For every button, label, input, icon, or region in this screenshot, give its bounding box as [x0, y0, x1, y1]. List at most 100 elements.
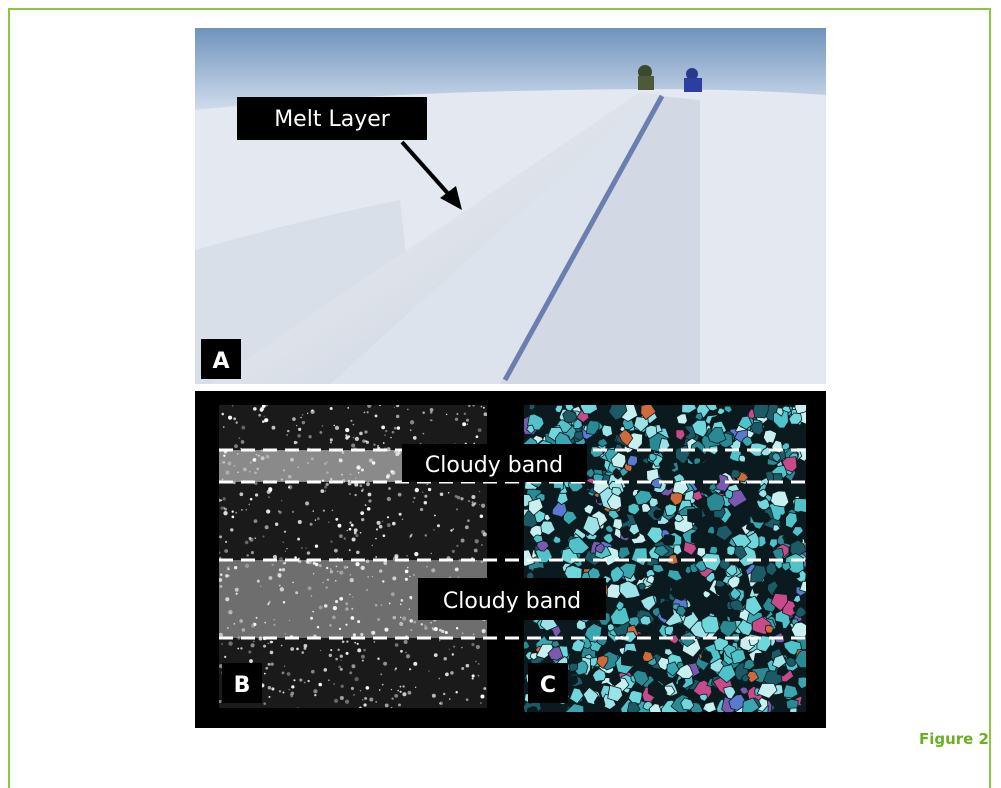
speck — [455, 568, 459, 572]
speck — [220, 463, 221, 464]
speck — [481, 561, 483, 563]
speck — [219, 578, 223, 582]
speck — [324, 462, 327, 465]
speck — [338, 665, 341, 668]
speck — [307, 551, 310, 554]
speck — [467, 519, 470, 522]
speck — [474, 549, 478, 553]
crystal — [602, 425, 613, 437]
speck — [480, 694, 484, 698]
speck — [228, 461, 232, 465]
speck — [392, 431, 395, 434]
speck — [361, 468, 364, 471]
speck — [357, 648, 361, 652]
speck — [275, 523, 278, 526]
photo-a — [195, 28, 826, 384]
speck — [323, 510, 325, 512]
speck — [355, 477, 356, 478]
crystal — [725, 490, 733, 499]
panel-label: B — [234, 673, 251, 698]
speck — [227, 568, 229, 570]
speck — [377, 521, 381, 525]
speck — [345, 436, 349, 440]
speck — [481, 406, 483, 408]
speck — [270, 641, 273, 644]
speck — [333, 606, 337, 610]
speck — [349, 521, 351, 523]
speck — [271, 687, 274, 690]
speck — [283, 601, 285, 603]
speck — [366, 686, 370, 690]
speck — [228, 610, 232, 614]
speck — [330, 478, 332, 480]
speck — [237, 453, 239, 455]
speck — [353, 694, 355, 696]
speck — [421, 623, 423, 625]
speck — [424, 625, 426, 627]
speck — [234, 566, 237, 569]
speck — [285, 551, 286, 552]
speck — [477, 675, 479, 677]
speck — [445, 672, 449, 676]
speck — [349, 493, 350, 494]
speck — [441, 630, 444, 633]
speck — [296, 425, 297, 426]
speck — [409, 608, 410, 609]
speck — [430, 408, 434, 412]
speck — [361, 518, 364, 521]
speck — [383, 534, 386, 537]
speck — [438, 678, 440, 680]
speck — [394, 427, 397, 430]
speck — [415, 488, 419, 492]
speck — [341, 474, 343, 476]
speck — [480, 515, 484, 519]
speck — [219, 535, 222, 538]
speck — [351, 687, 354, 690]
speck — [366, 589, 368, 591]
speck — [481, 530, 485, 534]
speck — [327, 579, 329, 581]
speck — [222, 479, 224, 481]
speck — [479, 504, 480, 505]
speck — [220, 499, 222, 501]
speck — [369, 698, 373, 702]
speck — [431, 553, 432, 554]
speck — [318, 683, 322, 687]
speck — [311, 670, 315, 674]
speck — [481, 544, 482, 545]
speck — [351, 608, 353, 610]
speck — [461, 667, 464, 670]
speck — [433, 529, 434, 530]
speck — [368, 493, 372, 497]
speck — [355, 437, 359, 441]
speck — [248, 650, 251, 653]
speck — [364, 412, 366, 414]
speck — [335, 518, 338, 521]
speck — [268, 696, 270, 698]
speck — [221, 413, 224, 416]
speck — [228, 575, 230, 577]
crystal — [784, 535, 792, 544]
speck — [460, 497, 463, 500]
speck — [313, 573, 314, 574]
speck — [310, 617, 313, 620]
speck — [264, 418, 268, 422]
speck — [472, 674, 475, 677]
speck — [456, 508, 458, 510]
speck — [384, 628, 388, 632]
speck — [356, 465, 360, 469]
speck — [434, 515, 436, 517]
speck — [375, 556, 377, 558]
speck — [354, 677, 358, 681]
speck — [375, 538, 376, 539]
speck — [330, 570, 333, 573]
speck — [432, 694, 436, 698]
speck — [315, 545, 318, 548]
speck — [368, 499, 371, 502]
speck — [383, 442, 385, 444]
speck — [223, 507, 225, 509]
speck — [453, 528, 455, 530]
speck — [388, 487, 391, 490]
speck — [263, 536, 265, 538]
speck — [344, 537, 346, 539]
